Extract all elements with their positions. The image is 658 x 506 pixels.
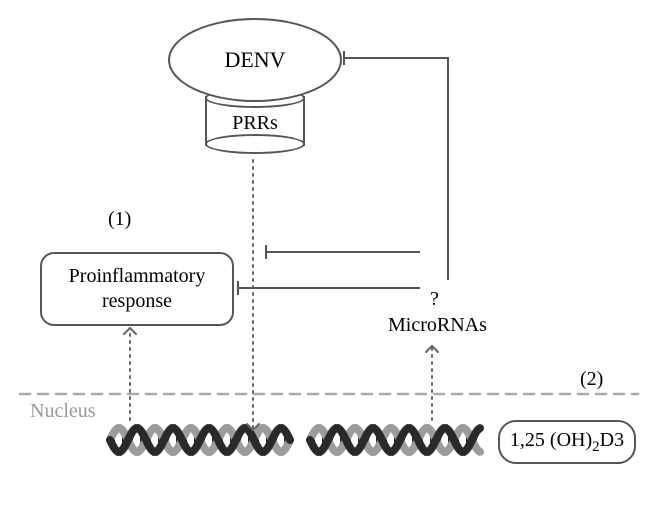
proinf-line1: Proinflammatory [69, 265, 206, 287]
proinf-text: Proinflammatory response [69, 264, 206, 314]
vitamin-d-pill: 1,25 (OH)2D3 [498, 420, 636, 464]
marker-2: (2) [580, 368, 603, 391]
vitd-suffix: D3 [600, 429, 624, 451]
vitd-sub: 2 [592, 439, 600, 455]
prrs-cylinder: PRRs [205, 96, 305, 146]
prrs-cyl-bottom [205, 134, 305, 154]
denv-label: DENV [224, 47, 285, 73]
vitd-prefix: 1,25 (OH) [510, 429, 592, 451]
prrs-label: PRRs [207, 112, 303, 135]
proinflammatory-box: Proinflammatory response [40, 252, 234, 326]
micrornas-label: MicroRNAs [388, 314, 487, 337]
nucleus-label: Nucleus [30, 400, 96, 423]
proinf-line2: response [102, 290, 172, 312]
denv-ellipse: DENV [168, 18, 342, 102]
question-mark: ? [430, 288, 439, 311]
vitd-text: 1,25 (OH)2D3 [510, 429, 624, 456]
diagram-stage: PRRs DENV Proinflammatory response (1) (… [0, 0, 658, 506]
marker-1: (1) [108, 208, 131, 231]
